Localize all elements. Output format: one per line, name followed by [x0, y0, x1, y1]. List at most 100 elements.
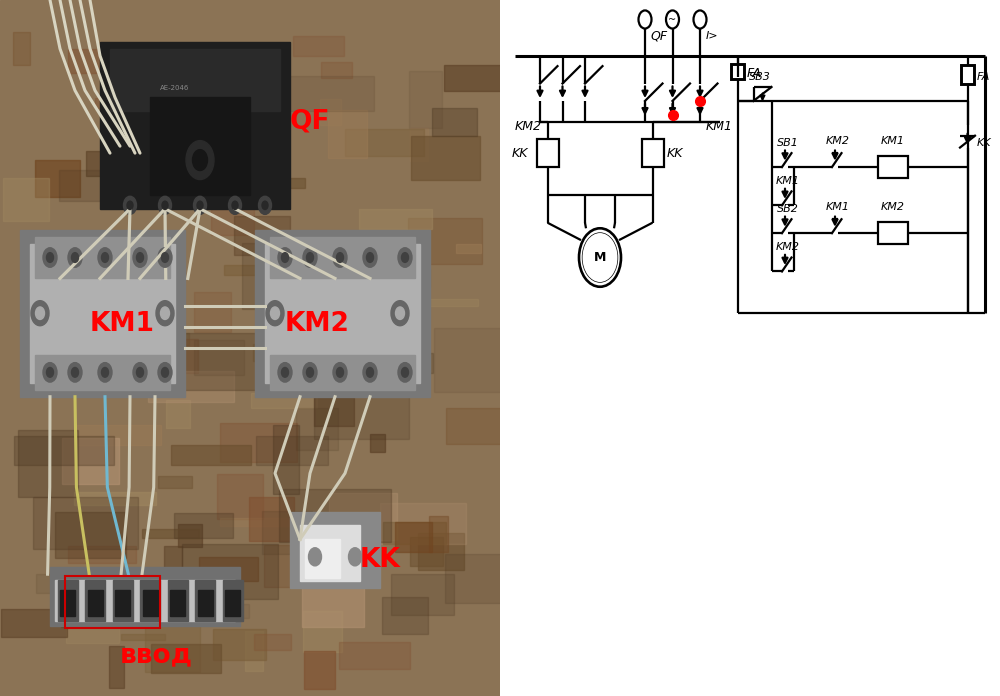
Circle shape	[72, 253, 78, 262]
Text: ввод: ввод	[120, 642, 193, 669]
Circle shape	[43, 248, 57, 267]
Circle shape	[363, 248, 377, 267]
Text: QF: QF	[290, 109, 330, 135]
Circle shape	[197, 201, 203, 209]
Circle shape	[158, 248, 172, 267]
Bar	[305, 539, 340, 578]
Text: ~: ~	[668, 15, 677, 24]
Text: FA: FA	[976, 72, 990, 81]
Bar	[253, 345, 302, 361]
Bar	[432, 108, 477, 136]
Bar	[239, 130, 286, 140]
Bar	[236, 178, 305, 189]
Bar	[382, 597, 428, 634]
Bar	[429, 516, 448, 552]
Text: KM2: KM2	[515, 120, 542, 133]
Bar	[314, 397, 354, 426]
Circle shape	[262, 201, 268, 209]
Bar	[304, 651, 335, 689]
Bar	[115, 590, 130, 616]
Bar	[303, 611, 342, 651]
Bar	[299, 306, 369, 315]
Bar	[225, 52, 247, 85]
Bar	[320, 100, 341, 125]
Circle shape	[133, 363, 147, 382]
Text: KM1: KM1	[706, 120, 733, 133]
Circle shape	[278, 363, 292, 382]
Bar	[220, 423, 297, 461]
Bar	[143, 590, 158, 616]
Circle shape	[102, 367, 108, 377]
Bar	[145, 624, 200, 672]
Bar	[370, 434, 385, 452]
Bar	[86, 151, 142, 176]
Bar	[398, 299, 478, 306]
Circle shape	[282, 367, 288, 377]
Bar	[100, 42, 290, 209]
Bar	[224, 264, 293, 275]
Bar	[245, 631, 263, 671]
Bar	[256, 436, 328, 465]
Circle shape	[36, 307, 44, 319]
Bar	[321, 63, 352, 78]
Circle shape	[158, 196, 172, 214]
Text: SB1: SB1	[777, 138, 798, 148]
Bar	[293, 36, 344, 56]
Bar	[359, 209, 432, 229]
Bar	[148, 371, 234, 402]
Circle shape	[31, 301, 49, 326]
Bar	[164, 546, 182, 572]
Bar	[380, 503, 466, 544]
Circle shape	[136, 253, 144, 262]
Bar	[174, 513, 233, 539]
Circle shape	[333, 248, 347, 267]
Circle shape	[156, 301, 174, 326]
Text: KM2: KM2	[776, 242, 800, 252]
Bar	[265, 244, 420, 383]
Bar	[409, 71, 442, 128]
Text: KK: KK	[667, 147, 683, 159]
Bar	[411, 136, 480, 180]
Bar	[383, 522, 446, 544]
Text: KM1: KM1	[826, 202, 850, 212]
Bar	[408, 218, 482, 264]
Bar	[140, 580, 160, 621]
Bar	[328, 110, 367, 158]
Circle shape	[162, 253, 168, 262]
Circle shape	[192, 150, 208, 171]
Text: KM1: KM1	[90, 310, 155, 337]
Bar	[158, 475, 192, 489]
Bar	[190, 65, 224, 100]
Bar	[74, 493, 156, 505]
Circle shape	[72, 367, 78, 377]
Bar	[395, 522, 432, 553]
Circle shape	[336, 253, 344, 262]
Circle shape	[258, 196, 272, 214]
Bar	[142, 529, 199, 538]
Bar	[14, 436, 114, 465]
Bar	[110, 49, 280, 111]
Circle shape	[158, 363, 172, 382]
Bar	[60, 590, 75, 616]
Bar	[33, 497, 138, 549]
Bar	[445, 553, 520, 603]
Circle shape	[303, 248, 317, 267]
Bar	[198, 590, 212, 616]
Bar	[251, 393, 317, 408]
Circle shape	[402, 367, 409, 377]
Bar	[336, 351, 354, 361]
Bar	[456, 244, 481, 253]
Bar	[242, 244, 333, 309]
Circle shape	[270, 307, 280, 319]
Bar	[55, 580, 235, 621]
Bar	[961, 65, 974, 84]
Bar	[262, 511, 312, 554]
Bar	[88, 590, 103, 616]
Text: KM2: KM2	[826, 136, 850, 145]
Text: KM1: KM1	[881, 136, 904, 145]
Bar	[13, 33, 30, 65]
Circle shape	[46, 253, 54, 262]
Circle shape	[136, 367, 144, 377]
Bar	[111, 152, 133, 193]
Bar	[151, 644, 221, 674]
